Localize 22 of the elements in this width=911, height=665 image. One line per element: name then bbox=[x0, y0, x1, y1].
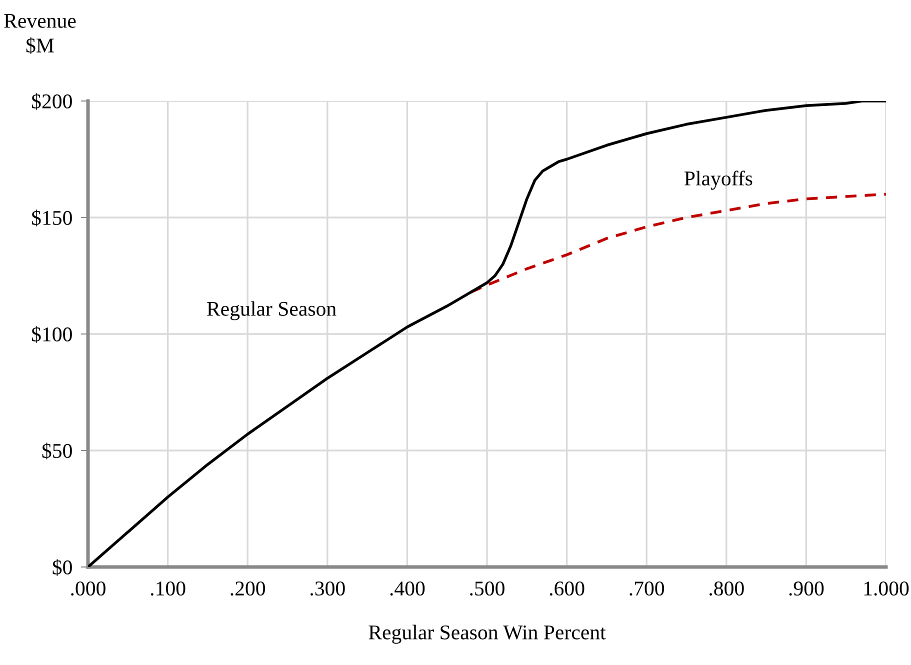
y-tick-label: $0 bbox=[52, 559, 72, 576]
x-tick-label: .500 bbox=[470, 581, 504, 596]
y-tick-label: $150 bbox=[32, 210, 72, 226]
x-tick-label: .800 bbox=[710, 581, 744, 596]
x-tick-label: .700 bbox=[630, 581, 664, 596]
line-series bbox=[470, 192, 886, 294]
y-tick-label: $50 bbox=[42, 442, 72, 460]
y-tick-label: $100 bbox=[32, 326, 72, 343]
x-tick-label: .200 bbox=[230, 581, 266, 596]
annotation: Playoffs bbox=[684, 170, 752, 190]
y-axis-title: Revenue $M bbox=[4, 14, 76, 54]
line-series bbox=[88, 101, 886, 567]
y-tick-label: $200 bbox=[32, 93, 72, 110]
x-tick-label: 1.000 bbox=[864, 581, 909, 596]
x-tick-label: .300 bbox=[310, 581, 345, 596]
x-tick-label: .900 bbox=[789, 581, 824, 596]
x-axis-title: Regular Season Win Percent bbox=[368, 624, 606, 644]
x-tick-label: .000 bbox=[71, 581, 106, 596]
x-tick-label: .400 bbox=[390, 581, 425, 596]
x-tick-label: .600 bbox=[550, 581, 584, 596]
x-tick-label: .100 bbox=[150, 581, 186, 596]
annotation: Regular Season bbox=[207, 301, 336, 320]
